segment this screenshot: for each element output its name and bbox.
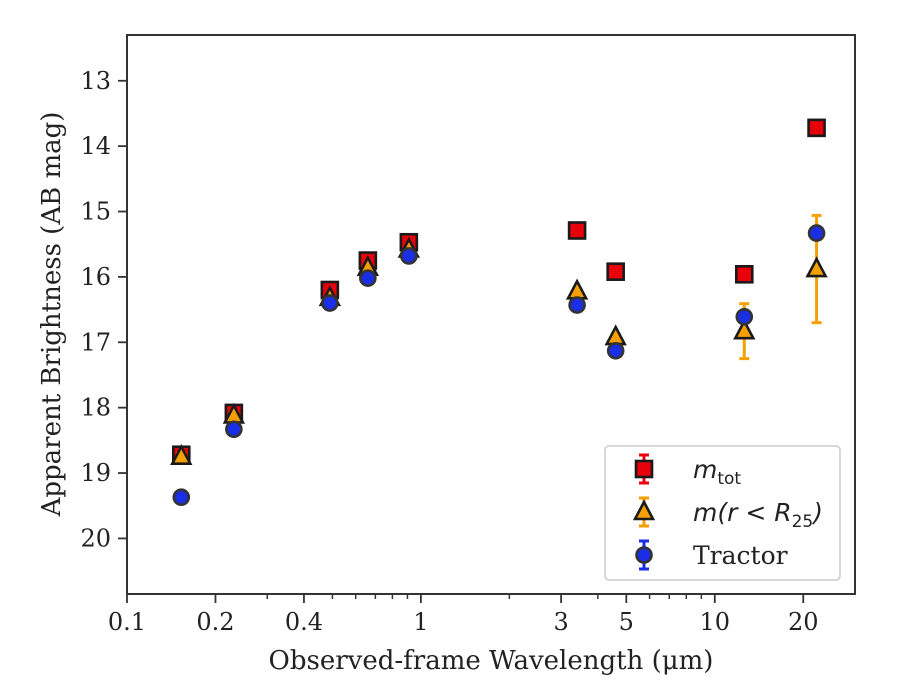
tractor-point [225,420,243,439]
legend-marker [632,499,656,521]
x-tick-label: 0.1 [108,608,146,636]
x-tick-label: 1 [413,608,428,636]
x-tick-label: 10 [700,608,731,636]
legend-label: m(r < R25) [693,498,823,532]
tractor-point [359,269,377,288]
y-tick-label: 14 [80,132,111,160]
y-tick-label: 16 [80,263,111,291]
legend: mtot m(r < R25) Tractor [604,445,841,581]
y-tick-label: 13 [80,67,111,95]
x-tick-label: 0.2 [196,608,234,636]
plot-frame [126,34,856,595]
y-tick-label: 15 [80,198,111,226]
legend-box [604,445,841,581]
y-tick-label: 19 [80,459,111,487]
x-tick-label: 0.4 [285,608,323,636]
tractor-point [807,224,826,242]
mr25-point [170,443,193,466]
x-axis-label: Observed-frame Wavelength (μm) [269,646,714,676]
x-tick-label: 5 [619,608,634,636]
x-tick-label: 3 [553,608,568,636]
tractor-point [735,307,754,326]
mtot-point [606,262,625,281]
y-axis-label: Apparent Brightness (AB mag) [37,112,67,518]
tractor-point [321,294,339,312]
data-marks [170,118,828,507]
tractor-point [606,341,625,360]
y-tick-label: 18 [80,394,111,422]
mtot-point [567,221,587,240]
mr25-point [805,256,828,278]
legend-marker [635,546,653,564]
tractor-point [172,488,191,507]
legend-label: Tractor [693,541,788,570]
x-tick-label: 20 [788,608,819,636]
mtot-point [734,264,754,284]
y-tick-label: 17 [80,328,111,356]
series-tractor [172,224,826,507]
y-tick-label: 20 [80,524,111,552]
legend-label: mtot [693,455,741,489]
mtot-point [807,118,826,138]
mr25-point [733,318,756,340]
tractor-point [568,296,586,314]
tractor-point [400,247,418,265]
legend-marker [634,459,654,479]
